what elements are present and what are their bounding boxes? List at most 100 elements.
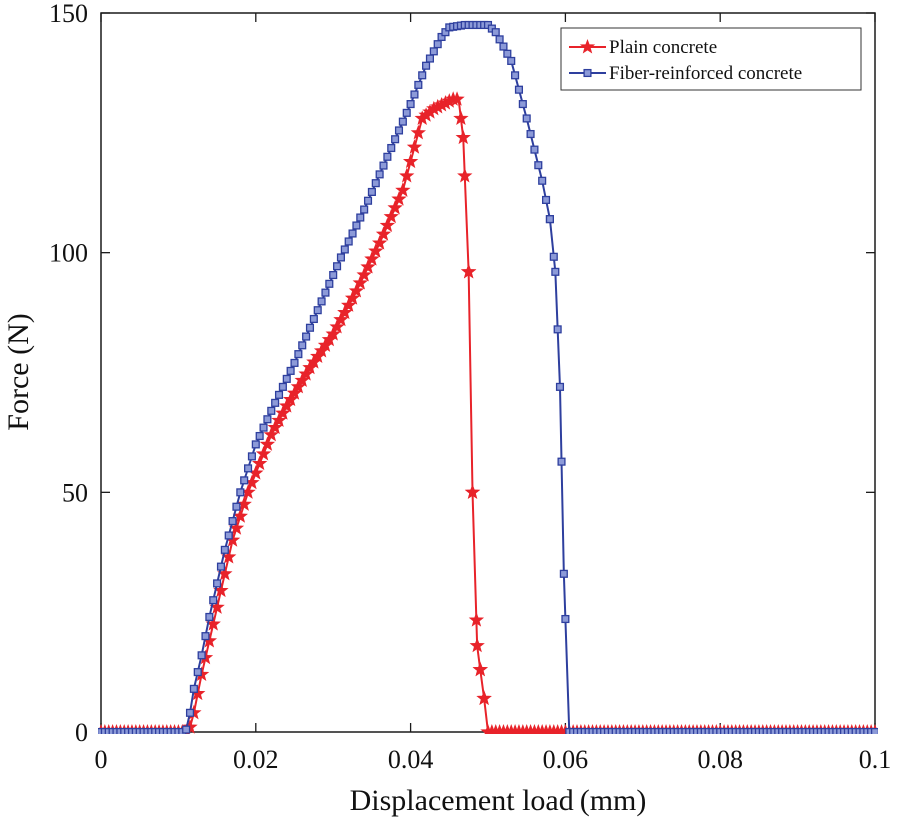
data-point-fiber-reinforced-concrete xyxy=(251,440,260,449)
data-point-fiber-reinforced-concrete xyxy=(522,114,531,123)
data-point-plain-concrete xyxy=(406,139,423,154)
data-point-fiber-reinforced-concrete xyxy=(329,270,338,280)
x-tick-label: 0 xyxy=(95,745,108,774)
data-point-fiber-reinforced-concrete xyxy=(197,651,206,660)
data-point-plain-concrete xyxy=(252,455,268,471)
data-point-fiber-reinforced-concrete xyxy=(286,366,295,375)
y-tick-label: 150 xyxy=(49,0,88,28)
data-point-fiber-reinforced-concrete xyxy=(542,195,551,204)
x-tick-label: 0.08 xyxy=(697,745,743,774)
data-point-plain-concrete xyxy=(259,436,276,451)
data-point-fiber-reinforced-concrete xyxy=(209,596,218,605)
series-layer xyxy=(98,20,878,734)
data-point-fiber-reinforced-concrete xyxy=(559,569,568,578)
data-point-fiber-reinforced-concrete xyxy=(557,457,566,466)
data-point-fiber-reinforced-concrete xyxy=(553,325,562,334)
data-point-fiber-reinforced-concrete xyxy=(259,423,268,432)
data-point-fiber-reinforced-concrete xyxy=(240,476,249,485)
data-point-plain-concrete xyxy=(468,612,485,627)
data-point-fiber-reinforced-concrete xyxy=(402,108,411,117)
data-point-fiber-reinforced-concrete xyxy=(418,71,427,80)
data-point-fiber-reinforced-concrete xyxy=(263,415,272,424)
data-point-fiber-reinforced-concrete xyxy=(551,267,560,276)
data-point-fiber-reinforced-concrete xyxy=(538,176,547,185)
data-point-fiber-reinforced-concrete xyxy=(228,517,237,526)
data-point-fiber-reinforced-concrete xyxy=(298,341,307,350)
y-tick-label: 0 xyxy=(75,718,88,747)
data-point-fiber-reinforced-concrete xyxy=(321,288,330,297)
data-point-fiber-reinforced-concrete xyxy=(305,323,315,332)
data-point-plain-concrete xyxy=(337,304,353,320)
data-point-fiber-reinforced-concrete xyxy=(352,221,361,230)
data-point-plain-concrete xyxy=(275,405,291,420)
data-point-fiber-reinforced-concrete xyxy=(185,708,195,717)
data-point-fiber-reinforced-concrete xyxy=(182,725,191,734)
data-point-fiber-reinforced-concrete xyxy=(333,262,342,271)
data-point-plain-concrete xyxy=(267,419,283,435)
data-point-fiber-reinforced-concrete xyxy=(511,71,520,80)
data-point-fiber-reinforced-concrete xyxy=(433,40,442,49)
data-point-plain-concrete xyxy=(325,326,341,341)
data-point-fiber-reinforced-concrete xyxy=(294,350,303,359)
data-point-fiber-reinforced-concrete xyxy=(205,612,214,622)
data-point-fiber-reinforced-concrete xyxy=(534,161,543,170)
data-point-fiber-reinforced-concrete xyxy=(375,170,384,179)
data-point-fiber-reinforced-concrete xyxy=(518,100,527,109)
data-point-plain-concrete xyxy=(255,445,272,461)
data-point-plain-concrete xyxy=(352,274,368,290)
data-point-plain-concrete xyxy=(348,282,365,298)
data-point-plain-concrete xyxy=(410,124,427,140)
data-point-plain-concrete xyxy=(464,484,481,499)
data-point-plain-concrete xyxy=(383,208,399,224)
data-point-fiber-reinforced-concrete xyxy=(274,390,284,399)
data-point-fiber-reinforced-concrete xyxy=(422,61,431,70)
data-point-fiber-reinforced-concrete xyxy=(213,579,222,588)
data-point-fiber-reinforced-concrete xyxy=(189,684,198,693)
data-point-fiber-reinforced-concrete xyxy=(410,90,419,99)
data-point-fiber-reinforced-concrete xyxy=(282,374,291,383)
data-point-fiber-reinforced-concrete xyxy=(499,42,508,51)
data-point-plain-concrete xyxy=(341,297,357,312)
data-point-fiber-reinforced-concrete xyxy=(367,187,376,197)
plot-area-frame xyxy=(100,12,876,733)
data-point-plain-concrete xyxy=(449,91,465,106)
data-point-fiber-reinforced-concrete xyxy=(870,727,878,734)
data-point-fiber-reinforced-concrete xyxy=(267,406,276,415)
data-point-fiber-reinforced-concrete xyxy=(336,253,345,262)
y-tick-label: 100 xyxy=(49,239,88,268)
data-point-fiber-reinforced-concrete xyxy=(414,80,423,89)
data-point-fiber-reinforced-concrete xyxy=(344,237,353,246)
data-point-plain-concrete xyxy=(391,191,407,206)
data-point-fiber-reinforced-concrete xyxy=(193,668,202,677)
data-point-plain-concrete xyxy=(460,263,477,279)
data-point-fiber-reinforced-concrete xyxy=(247,452,256,461)
series-fiber-reinforced-concrete xyxy=(98,20,878,734)
data-point-fiber-reinforced-concrete xyxy=(507,56,516,65)
data-point-fiber-reinforced-concrete xyxy=(216,562,226,571)
data-point-fiber-reinforced-concrete xyxy=(363,196,373,205)
data-point-fiber-reinforced-concrete xyxy=(495,35,504,44)
data-point-plain-concrete xyxy=(387,199,403,215)
data-point-fiber-reinforced-concrete xyxy=(201,632,210,641)
data-point-fiber-reinforced-concrete xyxy=(356,213,365,222)
data-point-plain-concrete xyxy=(263,426,279,442)
data-point-fiber-reinforced-concrete xyxy=(278,382,287,391)
data-point-fiber-reinforced-concrete xyxy=(340,245,349,254)
data-point-fiber-reinforced-concrete xyxy=(348,229,357,238)
data-point-fiber-reinforced-concrete xyxy=(561,614,570,624)
x-tick-label: 0.06 xyxy=(543,745,589,774)
data-point-plain-concrete xyxy=(344,290,361,305)
x-tick-label: 0.04 xyxy=(388,745,434,774)
data-point-plain-concrete xyxy=(375,226,392,241)
data-point-fiber-reinforced-concrete xyxy=(398,117,407,126)
legend-label: Plain concrete xyxy=(609,37,717,58)
data-point-plain-concrete xyxy=(476,690,492,705)
data-point-fiber-reinforced-concrete xyxy=(429,47,438,56)
data-point-plain-concrete xyxy=(399,167,415,183)
data-point-plain-concrete xyxy=(236,496,252,511)
data-point-fiber-reinforced-concrete xyxy=(325,279,334,288)
data-point-plain-concrete xyxy=(271,412,287,427)
data-point-fiber-reinforced-concrete xyxy=(383,152,392,161)
